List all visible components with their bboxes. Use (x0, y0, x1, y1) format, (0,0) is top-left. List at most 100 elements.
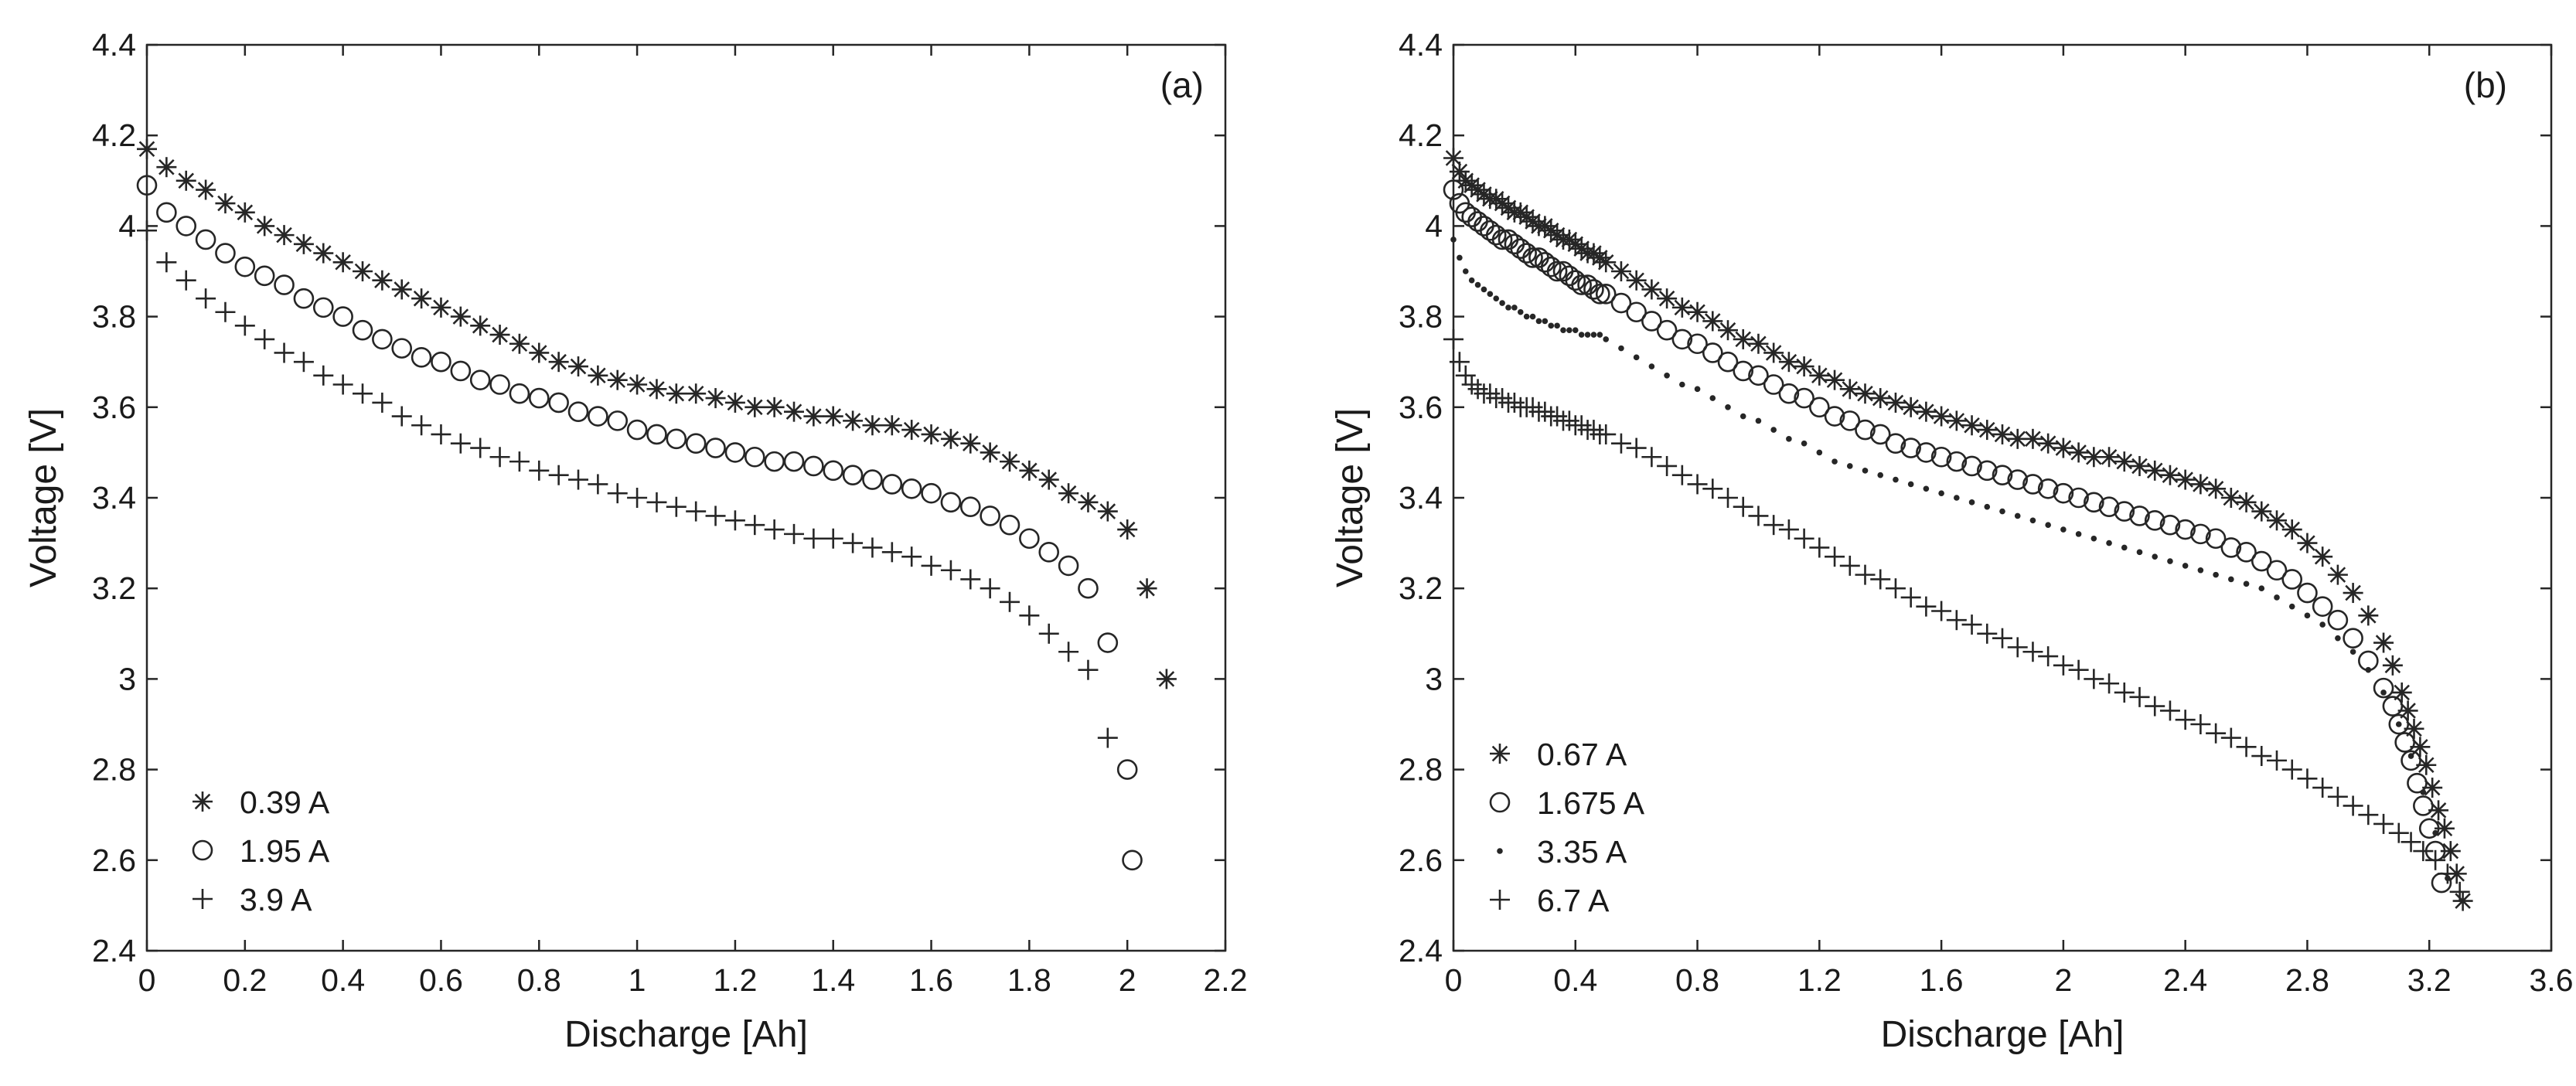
data-point (2281, 519, 2302, 540)
data-point (2090, 535, 2097, 542)
data-point (2190, 714, 2211, 734)
data-point (215, 243, 236, 264)
data-point (2251, 746, 2272, 767)
data-point (2373, 813, 2394, 834)
data-point (2029, 517, 2036, 524)
data-point (1870, 569, 1891, 590)
data-point (1565, 270, 1586, 291)
data-point (1946, 610, 1967, 631)
y-tick-label: 3.2 (1399, 570, 1443, 606)
data-point (1862, 468, 1869, 474)
legend-entry-label: 1.675 A (1537, 785, 1645, 821)
y-tick-label: 2.8 (1399, 752, 1443, 788)
data-point (1930, 446, 1952, 468)
panel-b: 0 0.4 0.8 1.2 1.6 2 2.4 2.8 3.2 3.6 2.4 2.6 2.8 3 3.2 3… (1330, 27, 2574, 1055)
data-point (2432, 829, 2438, 836)
data-point (1626, 437, 1647, 458)
data-point (1548, 322, 1555, 329)
data-point (2022, 474, 2043, 495)
data-point (313, 243, 334, 264)
data-point (2422, 778, 2443, 798)
series-plus (137, 220, 1118, 748)
data-point (215, 301, 236, 322)
data-point (1641, 447, 1662, 468)
data-point (1648, 363, 1655, 369)
data-point (2121, 544, 2128, 551)
data-point (1739, 413, 1746, 420)
data-point (1019, 528, 1040, 550)
data-point (372, 270, 393, 291)
data-point (2382, 655, 2403, 676)
data-point (1058, 483, 1079, 504)
panel-label: (a) (1160, 65, 1204, 105)
data-point (372, 329, 393, 350)
data-point (940, 560, 961, 580)
data-point (999, 514, 1021, 536)
data-point (1590, 283, 1610, 305)
data-point (1961, 415, 1982, 436)
data-point (509, 333, 530, 354)
y-tick-label: 4.4 (92, 27, 136, 63)
data-point (783, 451, 805, 472)
data-point (980, 506, 1000, 526)
data-point (431, 424, 451, 444)
data-point (1763, 374, 1784, 395)
data-point (1687, 474, 1708, 495)
data-point (959, 496, 981, 518)
data-point (1992, 628, 2012, 649)
data-point (2395, 721, 2402, 727)
data-point (2068, 659, 2089, 680)
y-tick-label: 4.2 (92, 117, 136, 153)
data-point (293, 352, 314, 373)
data-point (2236, 492, 2257, 512)
data-point (921, 424, 942, 444)
data-point (254, 265, 275, 287)
data-point (901, 420, 922, 441)
data-point (1596, 252, 1617, 273)
data-point (666, 496, 687, 517)
data-point (1687, 333, 1708, 355)
data-point (1590, 332, 1597, 338)
data-point (332, 306, 353, 327)
data-point (921, 555, 942, 576)
data-point (1809, 397, 1830, 418)
data-point (2129, 506, 2150, 526)
data-point (2297, 768, 2318, 789)
data-point (2014, 512, 2021, 519)
data-point (2358, 605, 2379, 626)
data-point (2251, 501, 2272, 522)
data-point (705, 388, 726, 409)
data-point (627, 488, 648, 508)
data-point (489, 325, 510, 346)
data-point (1916, 442, 1937, 463)
data-point (2327, 564, 2348, 585)
data-point (1855, 419, 1876, 441)
data-point (196, 179, 216, 200)
data-point (2114, 682, 2135, 703)
data-point (2205, 528, 2227, 550)
data-point (705, 506, 726, 526)
data-point (1578, 332, 1585, 338)
data-point (274, 274, 295, 295)
data-point (293, 288, 315, 309)
legend: 0.67 A 1.675 A 3.35 A 6.7 A (1489, 737, 1645, 918)
data-point (1572, 327, 1579, 333)
data-point (901, 478, 922, 499)
data-point (450, 433, 471, 454)
y-tick-label: 3.6 (92, 390, 136, 425)
x-tick-label: 0 (1445, 962, 1463, 998)
y-tick-label: 3.8 (92, 299, 136, 335)
x-tick-label: 1 (629, 962, 646, 998)
data-point (509, 383, 530, 404)
data-point (686, 501, 707, 522)
data-point (293, 233, 314, 254)
data-point (2167, 558, 2173, 564)
data-point (1687, 301, 1708, 322)
data-point (1801, 440, 1808, 447)
data-point (2281, 759, 2302, 780)
series-circle (136, 175, 1143, 871)
data-point (450, 306, 471, 327)
data-point (2258, 585, 2265, 591)
data-point (470, 315, 491, 336)
data-point (312, 297, 334, 318)
